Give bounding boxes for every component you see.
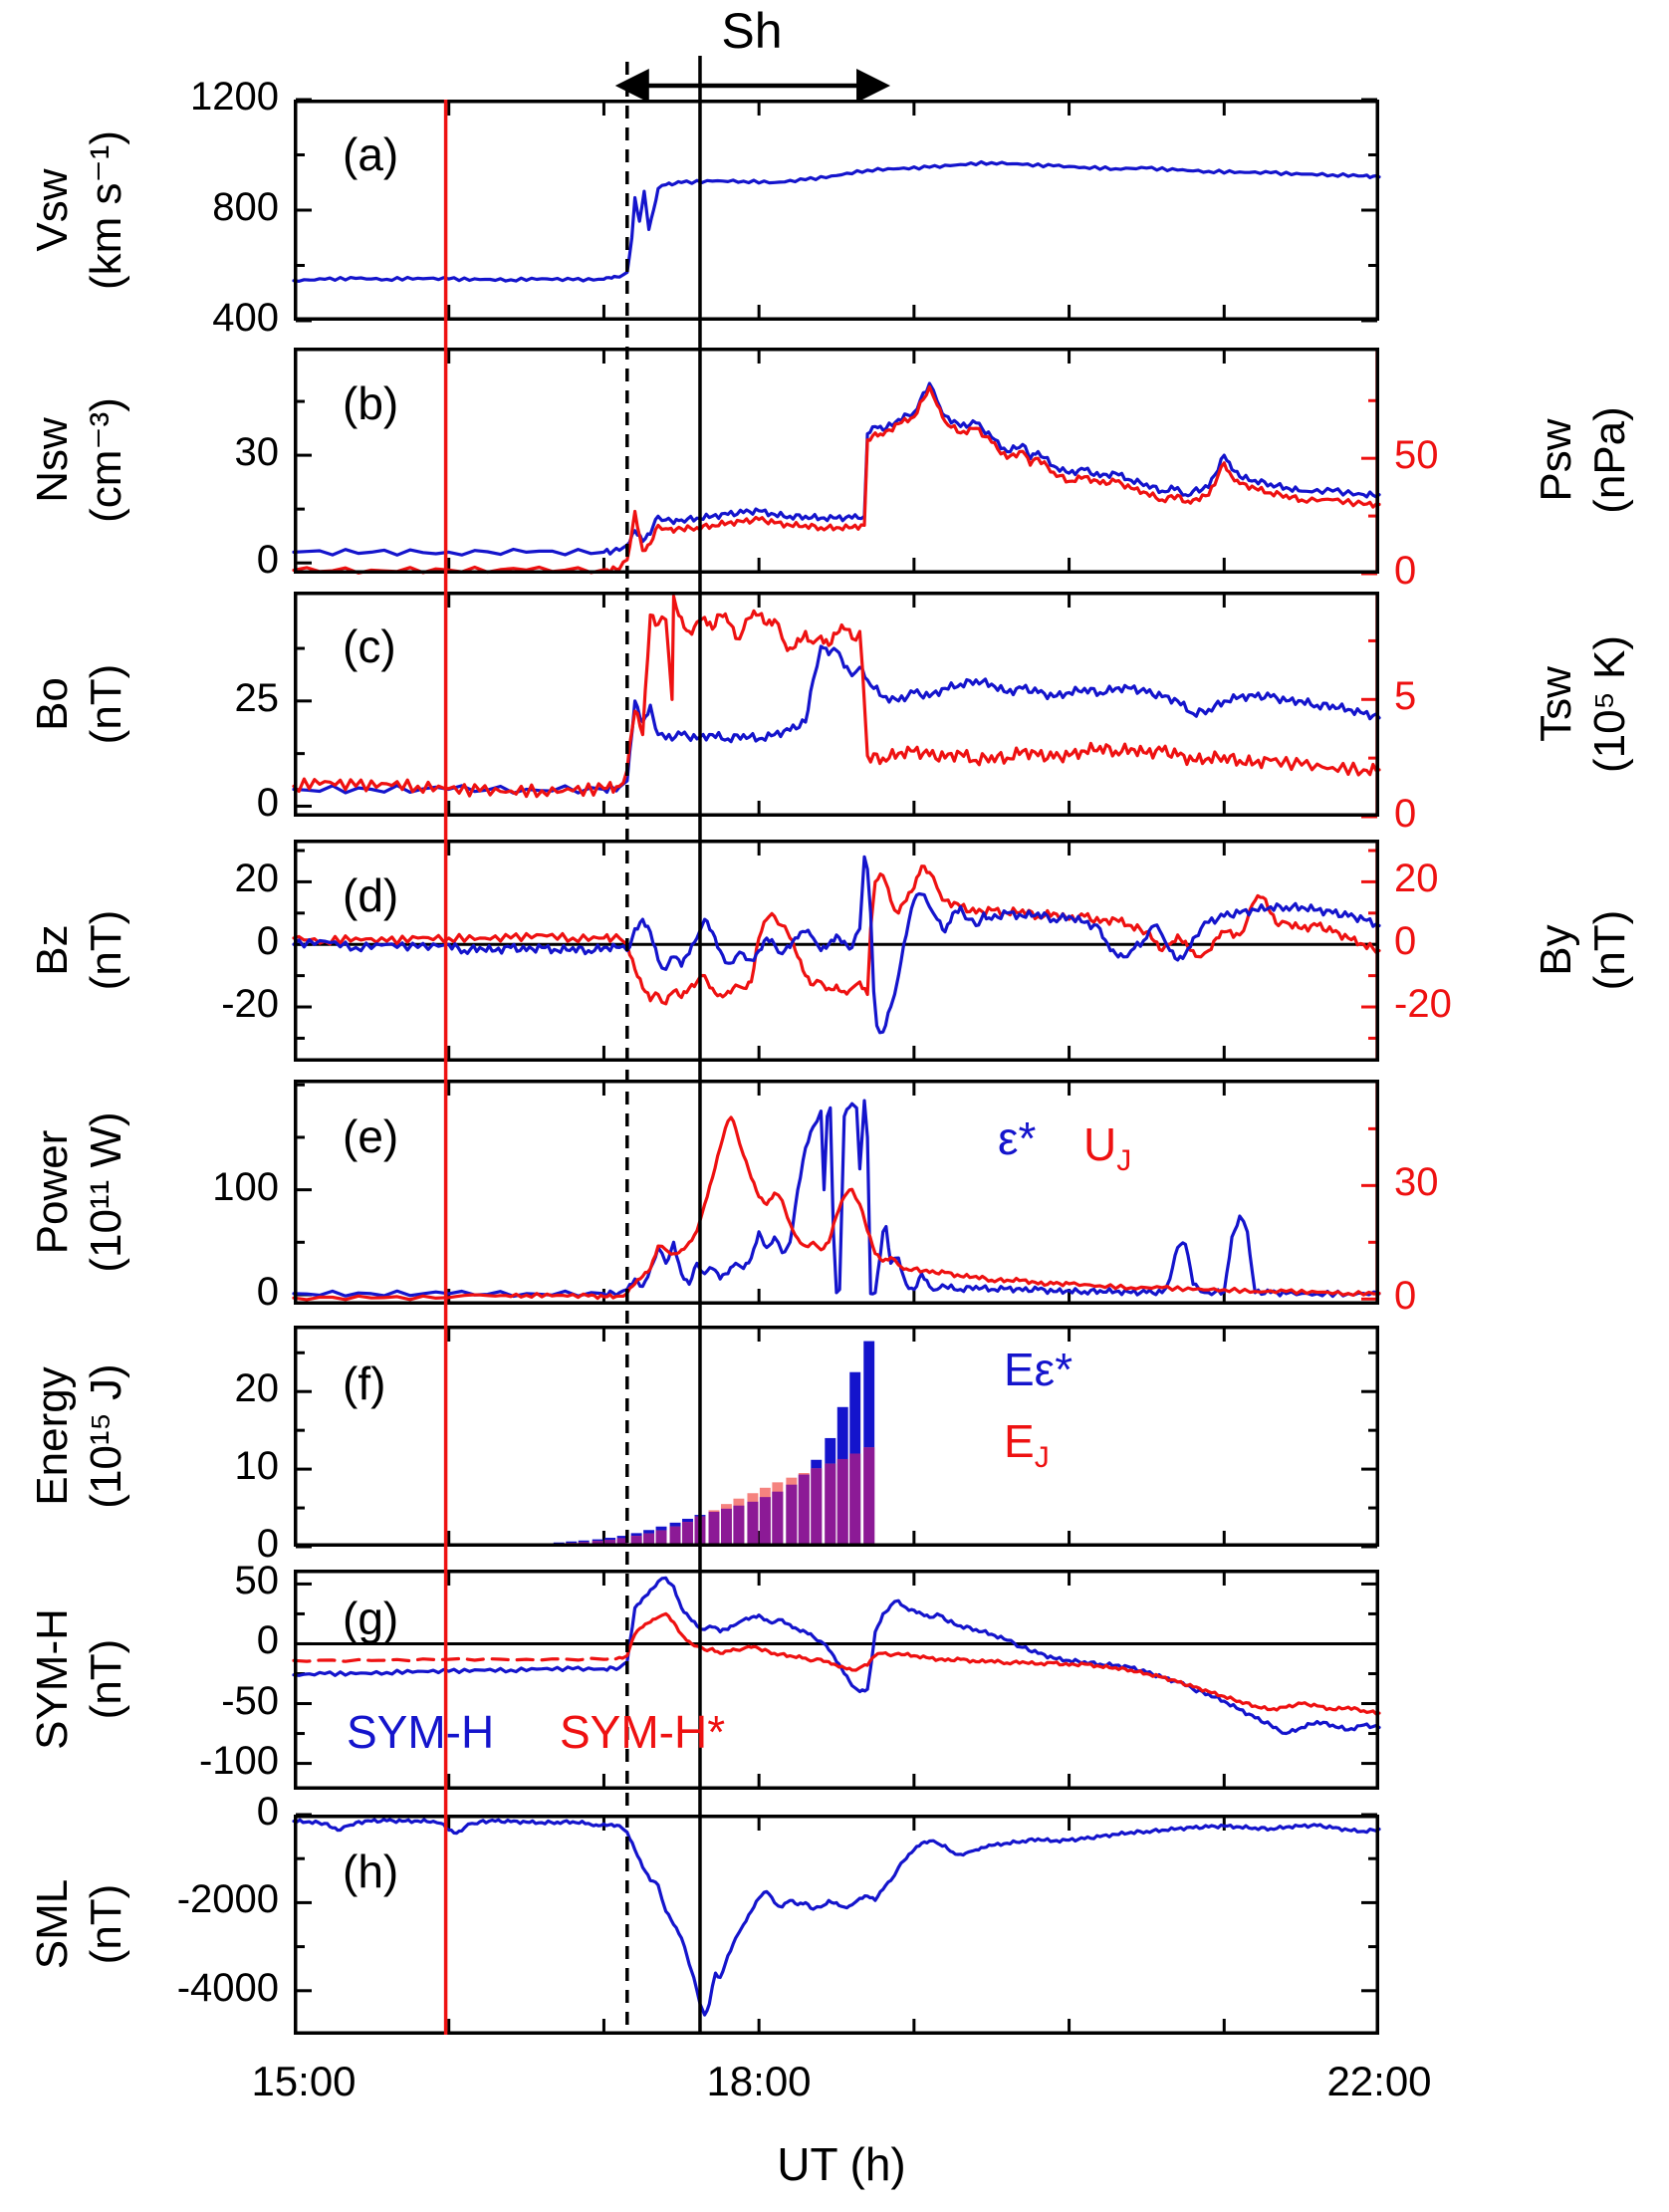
y-tick-label-f: 10 bbox=[234, 1444, 280, 1489]
y-tick-label-c: 0 bbox=[256, 781, 279, 826]
panel-a-letter: (a) bbox=[343, 128, 399, 180]
y-tick-label-h: -4000 bbox=[176, 1965, 279, 2010]
panel-d-letter: (d) bbox=[343, 869, 399, 921]
panel-b-letter: (b) bbox=[343, 377, 399, 429]
panel-c-letter: (c) bbox=[343, 620, 396, 672]
sheath-arrow bbox=[614, 69, 891, 103]
sheath-region-label: Sh bbox=[721, 3, 783, 59]
y-tick-label-right-e: 30 bbox=[1394, 1160, 1439, 1205]
y-tick-label-right-b: 50 bbox=[1394, 433, 1439, 478]
y-axis-title-by: By (nT) bbox=[1532, 909, 1634, 991]
panel-h-letter: (h) bbox=[343, 1845, 399, 1897]
y-tick-label-right-e: 0 bbox=[1394, 1274, 1417, 1319]
y-tick-label-right-b: 0 bbox=[1394, 549, 1417, 593]
x-tick-2200: 22:00 bbox=[1326, 2058, 1432, 2104]
panel-g-letter: (g) bbox=[343, 1593, 399, 1644]
panel-e-plot bbox=[292, 1080, 1381, 1305]
y-tick-label-g: 50 bbox=[234, 1559, 280, 1603]
panel-e-letter: (e) bbox=[343, 1110, 399, 1162]
legend-uj: UJ bbox=[1083, 1118, 1132, 1177]
y-tick-label-g: -100 bbox=[198, 1738, 279, 1783]
y-tick-label-c: 25 bbox=[234, 675, 280, 720]
panel-d-plot bbox=[292, 840, 1381, 1062]
legend-symh-star: SYM-H* bbox=[560, 1706, 726, 1758]
x-tick-1800: 18:00 bbox=[706, 2058, 812, 2104]
x-axis-title: UT (h) bbox=[777, 2138, 906, 2190]
y-tick-label-h: -2000 bbox=[176, 1877, 279, 1922]
y-tick-label-right-c: 5 bbox=[1394, 674, 1417, 719]
y-tick-label-d: -20 bbox=[221, 982, 279, 1027]
y-tick-label-f: 20 bbox=[234, 1366, 280, 1411]
y-tick-label-g: -50 bbox=[221, 1678, 279, 1723]
panel-f-plot bbox=[294, 1326, 1379, 1549]
y-tick-label-b: 30 bbox=[234, 430, 280, 475]
panel-g-plot bbox=[292, 1570, 1381, 1790]
y-axis-title-sml: SML (nT) bbox=[28, 1878, 130, 1970]
panel-f-letter: (f) bbox=[343, 1357, 386, 1409]
panel-c-plot bbox=[292, 592, 1381, 819]
legend-epsilon-star: ε* bbox=[998, 1112, 1037, 1164]
panel-b-plot bbox=[292, 348, 1381, 576]
panel-h-plot bbox=[292, 1813, 1381, 2035]
y-tick-label-right-d: 20 bbox=[1394, 857, 1439, 901]
x-tick-1500: 15:00 bbox=[251, 2058, 357, 2104]
legend-e-epsilon-star: Eε* bbox=[1004, 1344, 1073, 1395]
y-tick-label-h: 0 bbox=[256, 1790, 279, 1834]
y-tick-label-right-d: 0 bbox=[1394, 919, 1417, 964]
y-tick-label-e: 100 bbox=[212, 1164, 279, 1209]
y-tick-label-a: 800 bbox=[212, 185, 279, 229]
y-tick-label-g: 0 bbox=[256, 1618, 279, 1663]
y-tick-label-a: 1200 bbox=[190, 75, 279, 119]
y-tick-label-e: 0 bbox=[256, 1269, 279, 1314]
legend-ej: EJ bbox=[1004, 1415, 1050, 1474]
y-tick-label-b: 0 bbox=[256, 538, 279, 583]
y-tick-label-d: 20 bbox=[234, 857, 280, 901]
legend-symh: SYM-H bbox=[347, 1706, 495, 1758]
y-tick-label-right-c: 0 bbox=[1394, 792, 1417, 836]
y-tick-label-a: 400 bbox=[212, 296, 279, 340]
y-tick-label-right-d: -20 bbox=[1394, 982, 1452, 1027]
panel-a-plot bbox=[292, 98, 1381, 323]
y-tick-label-d: 0 bbox=[256, 919, 279, 964]
y-tick-label-f: 0 bbox=[256, 1522, 279, 1566]
